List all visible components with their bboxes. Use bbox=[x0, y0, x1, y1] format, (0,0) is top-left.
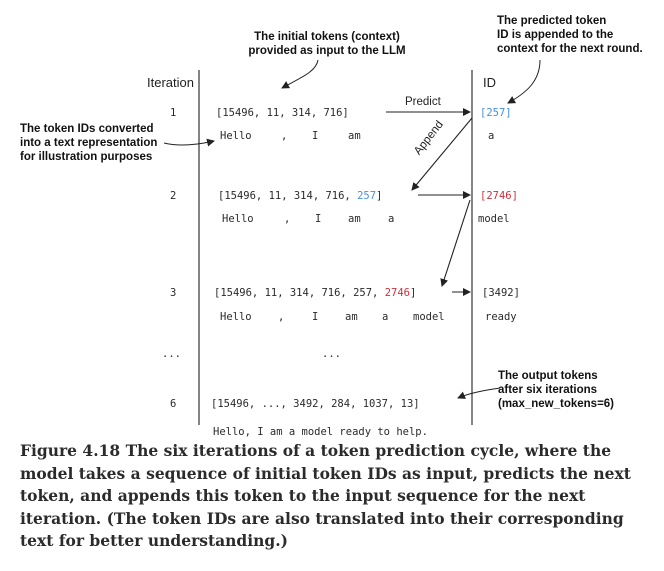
row-6-iteration: 6 bbox=[170, 398, 177, 410]
initial-tokens-leader bbox=[281, 59, 319, 89]
predicted-token-leader bbox=[507, 59, 541, 104]
ids-prefix: [15496, 11, 314, 716] bbox=[216, 107, 349, 119]
ids-highlight: 2746 bbox=[384, 287, 410, 299]
row-2-token-2: I bbox=[315, 213, 322, 225]
figure-caption: Figure 4.18 The six iterations of a toke… bbox=[20, 441, 631, 550]
append-arrow-row-3 bbox=[440, 199, 471, 287]
row-6-text: Hello, I am a model ready to help. bbox=[213, 426, 428, 438]
row-2-token-4: a bbox=[388, 213, 395, 225]
row-1-predicted-id: [257] bbox=[480, 107, 512, 119]
row-3-token-2: I bbox=[312, 311, 319, 323]
callout-line: provided as input to the LLM bbox=[248, 45, 406, 57]
row-3-ids: [15496, 11, 314, 716, 257, 2746] bbox=[214, 287, 416, 299]
callout-line: The initial tokens (context) bbox=[254, 31, 400, 43]
iteration-header: Iteration bbox=[147, 75, 194, 90]
callout-line: ID is appended to the bbox=[497, 29, 614, 41]
ellipsis-iteration: ... bbox=[162, 348, 181, 360]
row-1-token-0: Hello bbox=[220, 130, 252, 142]
callout-line: (max_new_tokens=6) bbox=[498, 398, 615, 410]
row-2-predicted-id: [2746] bbox=[480, 190, 518, 202]
row-3-iteration: 3 bbox=[170, 287, 177, 299]
ids-suffix: ] bbox=[409, 287, 417, 299]
row-1-token-2: I bbox=[312, 130, 319, 142]
row-3-token-3: am bbox=[345, 311, 358, 323]
ids-highlight: 257 bbox=[357, 190, 377, 202]
predict-label: Predict bbox=[405, 96, 441, 108]
row-1-ids: [15496, 11, 314, 716] bbox=[216, 107, 349, 119]
initial-tokens-callout: The initial tokens (context) provided as… bbox=[237, 30, 417, 58]
row-3-token-5: model bbox=[413, 311, 445, 323]
output-tokens-leader bbox=[457, 387, 501, 399]
row-3-predicted-id: [3492] bbox=[482, 287, 520, 299]
token-ids-leader bbox=[163, 138, 215, 147]
predicted-token-callout: The predicted token ID is appended to th… bbox=[497, 14, 662, 56]
row-2-ids: [15496, 11, 314, 716, 257] bbox=[218, 190, 382, 202]
ids-suffix: ] bbox=[376, 190, 383, 202]
row-2-predicted-text: model bbox=[478, 213, 510, 225]
callout-line: after six iterations bbox=[498, 384, 598, 396]
row-1-token-1: , bbox=[281, 130, 288, 142]
ellipsis-content: ... bbox=[322, 348, 341, 360]
row-2-token-3: am bbox=[348, 213, 361, 225]
callout-line: into a text representation bbox=[20, 137, 158, 149]
row-1-token-3: am bbox=[348, 130, 361, 142]
row-1-iteration: 1 bbox=[170, 107, 177, 119]
row-3-token-0: Hello bbox=[220, 311, 252, 323]
row-2-token-1: , bbox=[284, 213, 291, 225]
callout-line: The token IDs converted bbox=[20, 123, 154, 135]
row-3-predicted-text: ready bbox=[485, 311, 517, 323]
id-header: ID bbox=[483, 75, 496, 90]
append-arrow bbox=[411, 117, 473, 191]
row-2-token-0: Hello bbox=[222, 213, 254, 225]
callout-line: for illustration purposes bbox=[20, 151, 153, 163]
ids-prefix: [15496, 11, 314, 716, bbox=[218, 190, 358, 202]
diagram-lines bbox=[163, 59, 541, 425]
row-2-iteration: 2 bbox=[170, 190, 177, 202]
row-1-predicted-text: a bbox=[488, 130, 495, 142]
output-tokens-callout: The output tokens after six iterations (… bbox=[498, 369, 658, 411]
row-3-token-4: a bbox=[382, 311, 389, 323]
callout-line: The predicted token bbox=[497, 15, 607, 27]
token-ids-converted-callout: The token IDs converted into a text repr… bbox=[20, 122, 180, 164]
callout-line: The output tokens bbox=[498, 370, 598, 382]
ids-prefix: [15496, 11, 314, 716, 257, bbox=[214, 287, 385, 299]
callout-line: context for the next round. bbox=[497, 43, 643, 55]
row-3-token-1: , bbox=[278, 311, 285, 323]
row-6-ids: [15496, ..., 3492, 284, 1037, 13] bbox=[211, 398, 420, 410]
